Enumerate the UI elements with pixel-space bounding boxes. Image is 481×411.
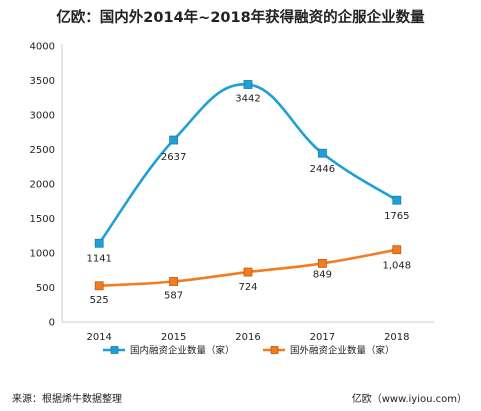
x-tick-label: 2018	[384, 332, 409, 343]
series-2-point	[243, 267, 253, 277]
data-labels: 1141 2637 3442 2446 1765 525 587 724 849 1,048	[86, 94, 411, 306]
legend: 国内融资企业数量（家） 国外融资企业数量（家）	[103, 345, 395, 357]
y-tick-label: 500	[36, 283, 55, 294]
series-2-data-label: 525	[90, 295, 109, 306]
x-tick-label: 2014	[86, 332, 111, 343]
series-line-1	[98, 83, 398, 245]
series-1-point	[243, 80, 253, 89]
series-1-point	[169, 135, 179, 145]
series-1-point	[392, 195, 402, 205]
y-tick-label: 2000	[30, 180, 55, 191]
x-tick-label: 2017	[310, 332, 335, 343]
series-1-data-label: 1141	[86, 253, 111, 264]
series-2-data-label: 1,048	[382, 261, 411, 272]
series-2-point	[317, 259, 327, 268]
series-2-point	[169, 277, 179, 286]
y-tick-label: 3500	[30, 76, 55, 87]
series-lines	[94, 80, 402, 291]
footer-brand: 亿欧（www.iyiou.com）	[351, 394, 467, 405]
series-1-point	[94, 238, 104, 248]
series-1-data-label: 2637	[161, 152, 186, 163]
y-tick-label: 1000	[30, 249, 55, 260]
series-1-data-label: 3442	[235, 94, 260, 105]
footer-source: 来源：根据烯牛数据整理	[12, 394, 122, 405]
series-2-point	[392, 245, 402, 255]
axes: 0 500 1000 1500 2000 2500 3000 3500 4000 2014 2015…	[30, 42, 434, 343]
y-tick-label: 3000	[30, 111, 55, 122]
y-tick-label: 0	[49, 318, 55, 329]
series-2-data-label: 587	[164, 290, 183, 301]
legend-marker-1	[110, 346, 119, 354]
y-tick-label: 1500	[30, 214, 55, 225]
y-tick-label: 2500	[30, 145, 55, 156]
x-tick-label: 2015	[161, 332, 186, 343]
legend-label-1: 国内融资企业数量（家）	[130, 345, 235, 357]
series-2-point	[94, 281, 104, 291]
legend-marker-2	[270, 346, 279, 354]
series-1-data-label: 2446	[310, 164, 335, 175]
y-tick-label: 4000	[30, 42, 55, 53]
series-1-point	[317, 148, 327, 158]
legend-label-2: 国外融资企业数量（家）	[290, 345, 395, 357]
series-1-data-label: 1765	[384, 211, 409, 222]
series-2-data-label: 849	[313, 269, 332, 280]
chart-title: 亿欧：国内外2014年~2018年获得融资的企服企业数量	[56, 10, 425, 26]
series-2-data-label: 724	[238, 282, 257, 293]
x-tick-label: 2016	[235, 332, 260, 343]
